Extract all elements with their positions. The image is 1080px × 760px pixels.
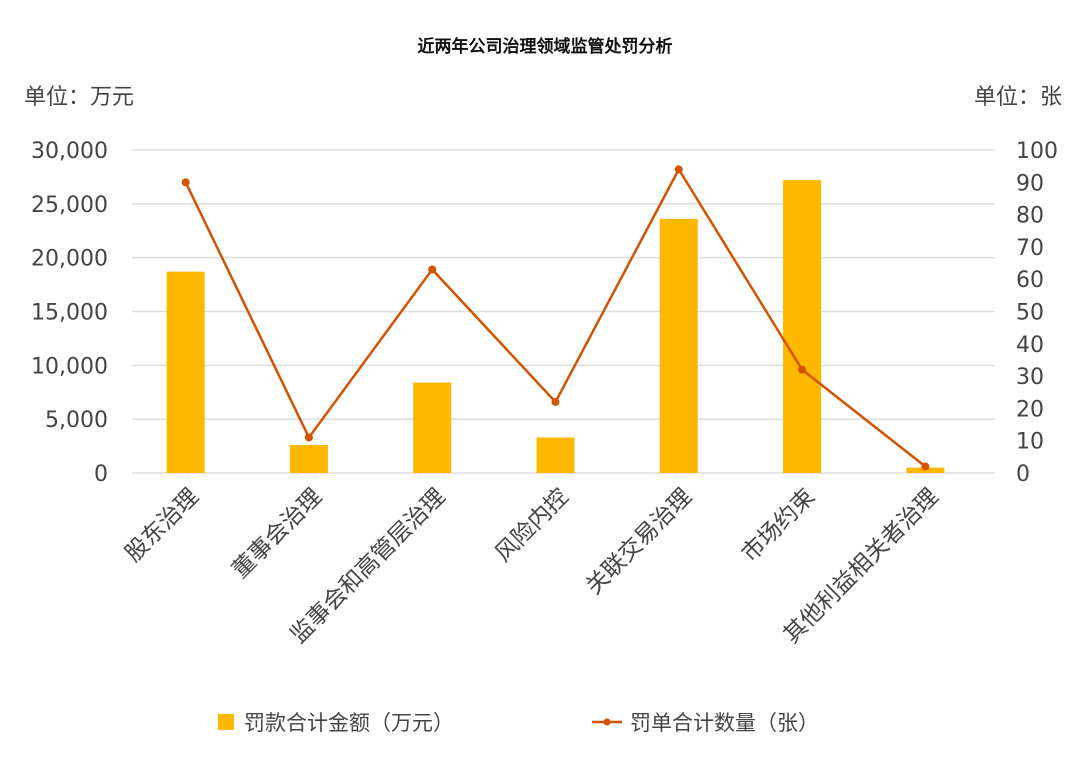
category-label: 关联交易治理: [581, 484, 697, 600]
right-tick-label: 30: [1016, 365, 1044, 390]
right-tick-label: 100: [1016, 139, 1058, 164]
category-label: 市场约束: [737, 484, 820, 567]
left-tick-label: 20,000: [31, 247, 108, 272]
bar: [659, 218, 698, 473]
line-point: [304, 433, 313, 442]
line-point: [798, 365, 807, 374]
left-tick-label: 25,000: [31, 193, 108, 218]
right-tick-label: 50: [1016, 301, 1044, 326]
line-point: [428, 265, 437, 274]
legend-bar-label: 罚款合计金额（万元）: [244, 711, 454, 735]
line-point: [674, 165, 683, 174]
legend-bar-swatch: [218, 714, 234, 730]
legend-line-label: 罚单合计数量（张）: [630, 711, 819, 735]
right-tick-label: 0: [1016, 462, 1030, 487]
bar: [413, 382, 452, 473]
legend: 罚款合计金额（万元） 罚单合计数量（张）: [218, 711, 819, 735]
line-point: [551, 397, 560, 406]
category-label: 股东治理: [120, 484, 203, 567]
chart-title: 近两年公司治理领域监管处罚分析: [418, 36, 673, 57]
line-point: [921, 462, 930, 471]
bar: [783, 180, 822, 473]
bar: [536, 437, 575, 473]
left-tick-label: 15,000: [31, 301, 108, 326]
category-label: 董事会治理: [227, 484, 327, 584]
category-label: 风险内控: [490, 484, 573, 567]
right-tick-label: 90: [1016, 171, 1044, 196]
left-tick-label: 0: [94, 462, 108, 487]
right-tick-label: 80: [1016, 204, 1044, 229]
bar: [166, 271, 205, 473]
line-point: [181, 178, 190, 187]
left-tick-label: 30,000: [31, 139, 108, 164]
right-tick-label: 40: [1016, 333, 1044, 358]
bar: [289, 445, 328, 473]
legend-line-marker: [603, 718, 611, 726]
right-tick-label: 10: [1016, 430, 1044, 455]
left-tick-label: 10,000: [31, 354, 108, 379]
right-tick-label: 60: [1016, 268, 1044, 293]
left-unit-label: 单位：万元: [24, 85, 134, 110]
right-tick-label: 20: [1016, 397, 1044, 422]
left-tick-label: 5,000: [45, 408, 108, 433]
right-unit-label: 单位：张: [974, 85, 1062, 110]
right-tick-label: 70: [1016, 236, 1044, 261]
